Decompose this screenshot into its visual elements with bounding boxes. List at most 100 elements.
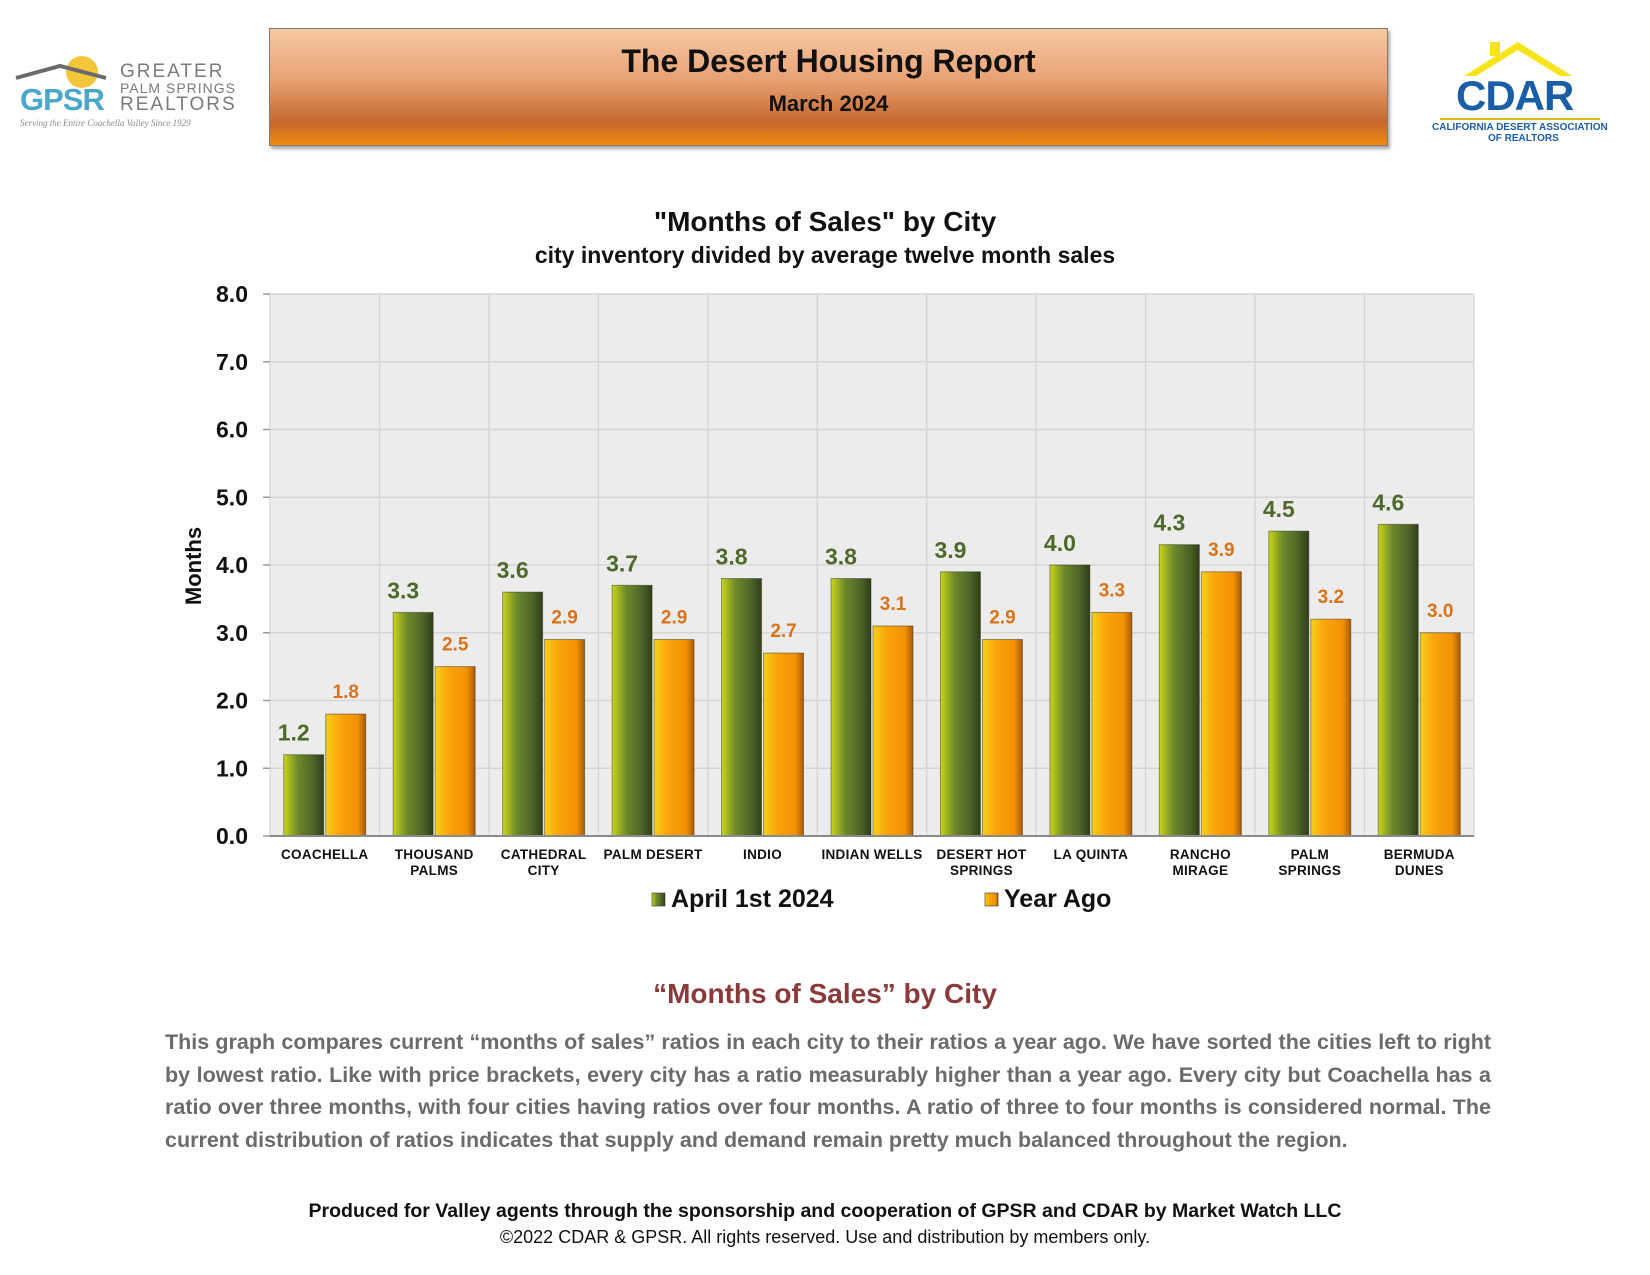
bar-year-ago (763, 652, 805, 837)
legend-label-current: April 1st 2024 (671, 885, 834, 913)
data-label-year-ago: 2.9 (661, 608, 687, 629)
bar-current (1158, 544, 1200, 837)
data-label-current: 4.0 (1044, 530, 1076, 556)
y-tick-label: 2.0 (216, 688, 248, 714)
bar-year-ago (872, 625, 914, 837)
bar-current (721, 578, 763, 837)
footer-produced: Produced for Valley agents through the s… (308, 1200, 1342, 1222)
data-label-current: 1.2 (278, 720, 310, 746)
x-tick-label: DESERT HOT (936, 847, 1026, 862)
data-label-current: 4.3 (1153, 510, 1185, 536)
data-label-year-ago: 2.5 (442, 635, 469, 656)
bar-current (1377, 523, 1419, 837)
x-tick-label: MIRAGE (1172, 863, 1228, 878)
months-of-sales-chart: 0.0 1.0 2.0 3.0 4.0 5.0 6.0 7.0 8.0 Months 1.2 1.8 C… (181, 281, 1475, 913)
legend-swatch-year-ago (984, 892, 999, 907)
bar-current (392, 611, 434, 837)
bar-current (830, 578, 872, 837)
bar-year-ago (1310, 618, 1352, 837)
x-tick-label: SPRINGS (1278, 863, 1341, 878)
gpsr-line3: REALTORS (120, 94, 237, 115)
report-banner: The Desert Housing Report March 2024 (269, 28, 1388, 146)
bar-current (502, 591, 544, 837)
cdar-line1: CALIFORNIA DESERT ASSOCIATION (1432, 122, 1608, 133)
x-tick-label: THOUSAND (395, 847, 474, 862)
x-tick-label: DUNES (1395, 863, 1444, 878)
y-tick-label: 6.0 (216, 417, 248, 443)
plot-area: 0.0 1.0 2.0 3.0 4.0 5.0 6.0 7.0 8.0 Months 1.2 1.8 C… (181, 281, 1475, 878)
y-tick-label: 8.0 (216, 281, 248, 307)
data-label-current: 3.9 (934, 537, 966, 563)
section-title: “Months of Sales” by City (653, 978, 997, 1009)
data-label-current: 4.5 (1263, 496, 1295, 522)
bar-year-ago (434, 666, 476, 837)
gpsr-tagline: Serving the Entire Coachella Valley Sinc… (20, 118, 191, 128)
gpsr-mark-text: GPSR (20, 82, 105, 117)
x-tick-label: INDIO (743, 847, 782, 862)
data-label-current: 3.3 (387, 577, 419, 603)
y-axis-label: Months (181, 527, 206, 605)
gpsr-logo: GPSR GREATER PALM SPRINGS REALTORS Servi… (14, 52, 244, 132)
x-tick-label: LA QUINTA (1054, 847, 1129, 862)
data-label-current: 3.8 (825, 544, 857, 570)
x-tick-label: CITY (528, 863, 560, 878)
data-label-year-ago: 3.1 (880, 594, 907, 615)
bar-year-ago (653, 639, 695, 837)
bar-year-ago (1419, 632, 1461, 837)
x-tick-label: PALM (1291, 847, 1329, 862)
data-label-year-ago: 3.9 (1208, 540, 1234, 561)
x-tick-label: INDIAN WELLS (821, 847, 922, 862)
data-label-year-ago: 2.7 (770, 621, 796, 642)
bar-year-ago (981, 639, 1023, 837)
bar-current (611, 584, 653, 837)
cdar-line2: OF REALTORS (1488, 133, 1559, 144)
cdar-roof-icon (1464, 42, 1572, 76)
cdar-divider (1440, 118, 1600, 120)
bar-current (283, 754, 325, 837)
chart-title: "Months of Sales" by City (653, 206, 997, 237)
chart-subtitle: city inventory divided by average twelve… (534, 242, 1116, 268)
cdar-mark: CDAR (1456, 72, 1574, 119)
bar-current (939, 571, 981, 837)
bar-year-ago (1091, 611, 1133, 837)
y-tick-label: 1.0 (216, 755, 248, 781)
x-tick-label: PALMS (410, 863, 458, 878)
data-label-current: 3.6 (497, 557, 529, 583)
gpsr-line1: GREATER (120, 61, 225, 82)
report-date: March 2024 (768, 91, 889, 116)
data-label-current: 3.7 (606, 550, 638, 576)
legend-swatch-current (651, 892, 666, 907)
gpsr-sun-roof-icon (15, 56, 107, 88)
cdar-logo: CDAR CALIFORNIA DESERT ASSOCIATION OF RE… (1420, 38, 1620, 148)
bar-year-ago (1200, 571, 1242, 837)
bar-current (1049, 564, 1091, 837)
data-label-current: 3.8 (716, 544, 748, 570)
data-label-year-ago: 1.8 (333, 682, 359, 703)
y-tick-label: 4.0 (216, 552, 248, 578)
x-tick-label: RANCHO (1170, 847, 1231, 862)
gpsr-mark: GPSR (20, 82, 105, 118)
data-label-year-ago: 3.2 (1318, 587, 1344, 608)
report-title: The Desert Housing Report (621, 43, 1036, 79)
data-label-year-ago: 3.0 (1427, 601, 1453, 622)
x-tick-label: BERMUDA (1384, 847, 1455, 862)
section-body: This graph compares current “months of s… (165, 1030, 1491, 1152)
x-tick-label: PALM DESERT (604, 847, 704, 862)
data-label-year-ago: 2.9 (989, 608, 1015, 629)
y-tick-label: 3.0 (216, 620, 248, 646)
x-tick-label: COACHELLA (281, 847, 368, 862)
bar-current (1268, 530, 1310, 837)
bar-year-ago (544, 639, 586, 837)
x-tick-label: CATHEDRAL (501, 847, 587, 862)
data-label-year-ago: 3.3 (1099, 580, 1125, 601)
y-tick-label: 7.0 (216, 349, 248, 375)
y-tick-label: 0.0 (216, 823, 248, 849)
x-tick-label: SPRINGS (950, 863, 1013, 878)
data-label-year-ago: 2.9 (551, 608, 577, 629)
data-label-current: 4.6 (1372, 489, 1404, 515)
bar-year-ago (325, 713, 367, 837)
gpsr-line2: PALM SPRINGS (120, 80, 236, 96)
legend: April 1st 2024 Year Ago (651, 885, 1111, 913)
y-tick-label: 5.0 (216, 484, 248, 510)
footer-copyright: ©2022 CDAR & GPSR. All rights reserved. … (499, 1227, 1151, 1247)
